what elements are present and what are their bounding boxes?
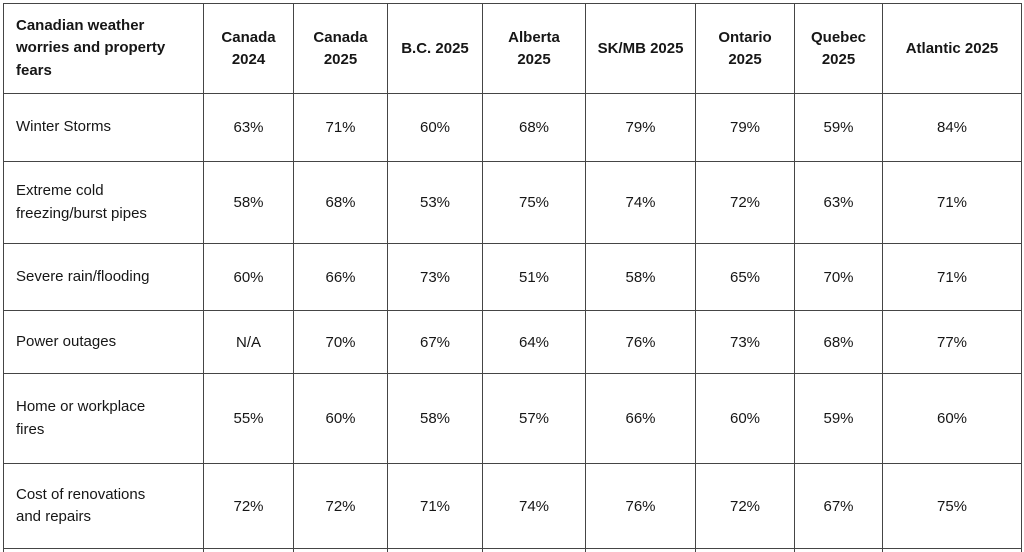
- data-cell: 74%: [585, 161, 696, 244]
- table-row-clipped: [3, 548, 1022, 552]
- data-cell: 71%: [387, 463, 483, 549]
- table-row-winter-storms: Winter Storms 63% 71% 60% 68% 79% 79% 59…: [3, 93, 1022, 162]
- column-header-atlantic-2025: Atlantic 2025: [882, 3, 1022, 94]
- column-header-quebec-2025: Quebec 2025: [794, 3, 883, 94]
- data-cell: 60%: [882, 373, 1022, 464]
- table-row-home-fires: Home or workplace fires 55% 60% 58% 57% …: [3, 373, 1022, 464]
- data-cell: 71%: [882, 243, 1022, 311]
- data-cell: 65%: [695, 243, 795, 311]
- data-cell: 71%: [882, 161, 1022, 244]
- data-cell: 68%: [293, 161, 388, 244]
- data-cell: 70%: [293, 310, 388, 374]
- data-cell: 72%: [203, 463, 294, 549]
- data-cell: 67%: [794, 463, 883, 549]
- data-cell: 64%: [482, 310, 586, 374]
- data-cell: 60%: [695, 373, 795, 464]
- data-cell: 66%: [293, 243, 388, 311]
- data-cell: 72%: [293, 463, 388, 549]
- data-cell: 55%: [203, 373, 294, 464]
- data-cell: 58%: [203, 161, 294, 244]
- data-cell: 60%: [203, 243, 294, 311]
- column-header-canada-2025: Canada 2025: [293, 3, 388, 94]
- data-cell: 57%: [482, 373, 586, 464]
- row-label: Power outages: [3, 310, 204, 374]
- column-header-skmb-2025: SK/MB 2025: [585, 3, 696, 94]
- data-cell: 58%: [387, 373, 483, 464]
- data-cell: 73%: [695, 310, 795, 374]
- data-cell: 79%: [695, 93, 795, 162]
- data-cell: 75%: [482, 161, 586, 244]
- row-label: Cost of renovations and repairs: [3, 463, 204, 549]
- data-cell: 84%: [882, 93, 1022, 162]
- data-cell: 67%: [387, 310, 483, 374]
- data-cell: 79%: [585, 93, 696, 162]
- column-header-ontario-2025: Ontario 2025: [695, 3, 795, 94]
- table-row-renovation-costs: Cost of renovations and repairs 72% 72% …: [3, 463, 1022, 549]
- data-cell: 75%: [882, 463, 1022, 549]
- data-cell: 58%: [585, 243, 696, 311]
- data-cell: 77%: [882, 310, 1022, 374]
- data-cell: [882, 548, 1022, 552]
- data-cell: 59%: [794, 93, 883, 162]
- data-cell: 72%: [695, 463, 795, 549]
- column-header-bc-2025: B.C. 2025: [387, 3, 483, 94]
- row-label: Severe rain/flooding: [3, 243, 204, 311]
- data-cell: 53%: [387, 161, 483, 244]
- column-header-alberta-2025: Alberta 2025: [482, 3, 586, 94]
- data-cell: 68%: [482, 93, 586, 162]
- weather-worries-table: Canadian weather worries and property fe…: [3, 3, 1022, 552]
- data-cell: [293, 548, 388, 552]
- data-cell: 70%: [794, 243, 883, 311]
- data-cell: 63%: [203, 93, 294, 162]
- data-cell: N/A: [203, 310, 294, 374]
- data-cell: 63%: [794, 161, 883, 244]
- data-cell: 66%: [585, 373, 696, 464]
- data-cell: 59%: [794, 373, 883, 464]
- data-cell: 76%: [585, 463, 696, 549]
- data-cell: [203, 548, 294, 552]
- table-row-power-outages: Power outages N/A 70% 67% 64% 76% 73% 68…: [3, 310, 1022, 374]
- data-cell: [695, 548, 795, 552]
- column-header-canada-2024: Canada 2024: [203, 3, 294, 94]
- data-cell: 60%: [293, 373, 388, 464]
- data-cell: 73%: [387, 243, 483, 311]
- row-label: Winter Storms: [3, 93, 204, 162]
- data-cell: 60%: [387, 93, 483, 162]
- row-label: Extreme cold freezing/burst pipes: [3, 161, 204, 244]
- data-cell: 51%: [482, 243, 586, 311]
- table-header-row: Canadian weather worries and property fe…: [3, 3, 1022, 94]
- data-cell: [585, 548, 696, 552]
- data-cell: 74%: [482, 463, 586, 549]
- data-cell: 72%: [695, 161, 795, 244]
- row-label: [3, 548, 204, 552]
- data-cell: 71%: [293, 93, 388, 162]
- data-cell: [794, 548, 883, 552]
- data-cell: [482, 548, 586, 552]
- data-cell: [387, 548, 483, 552]
- table-row-severe-rain: Severe rain/flooding 60% 66% 73% 51% 58%…: [3, 243, 1022, 311]
- row-label: Home or workplace fires: [3, 373, 204, 464]
- data-cell: 76%: [585, 310, 696, 374]
- data-cell: 68%: [794, 310, 883, 374]
- table-title-cell: Canadian weather worries and property fe…: [3, 3, 204, 94]
- table-row-extreme-cold: Extreme cold freezing/burst pipes 58% 68…: [3, 161, 1022, 244]
